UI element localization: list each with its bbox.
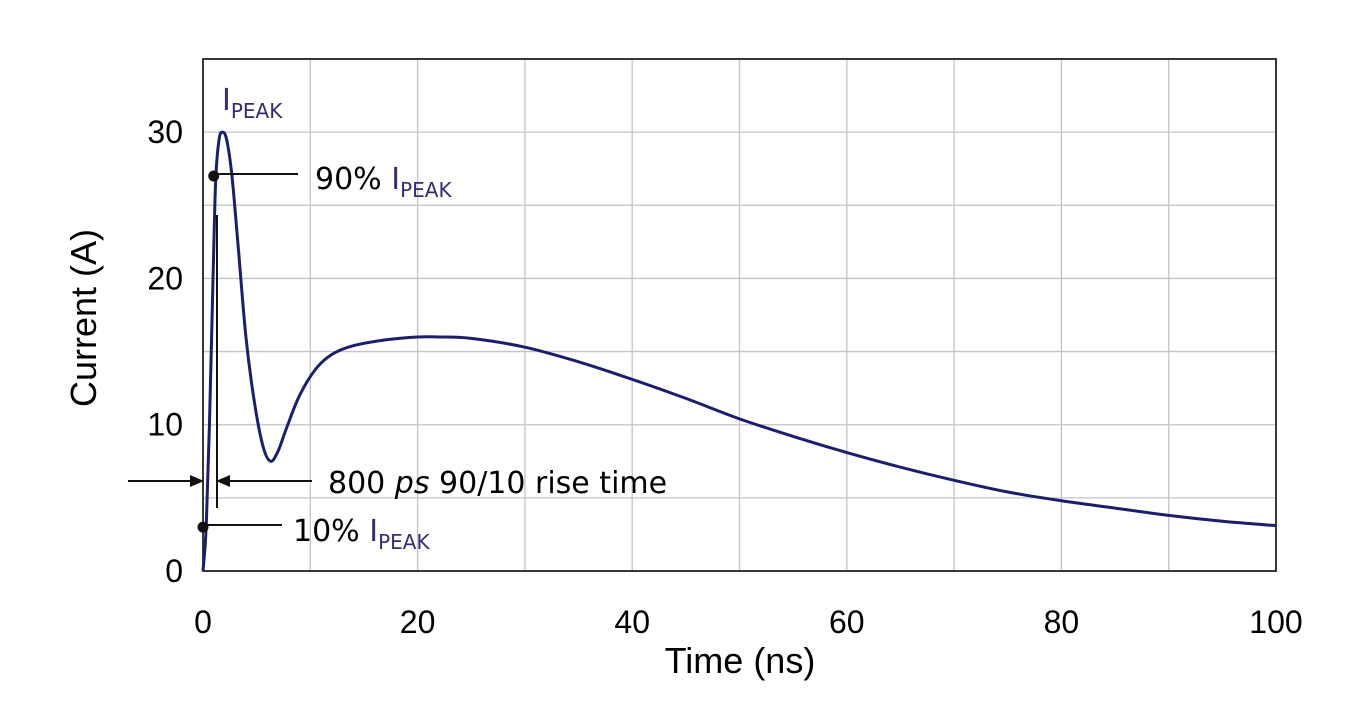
rise-time-rest: 90/10 rise time xyxy=(429,466,667,501)
ninety-percent-marker xyxy=(208,170,220,182)
plot-frame xyxy=(202,58,1277,572)
x-tick-label: 80 xyxy=(1044,604,1080,640)
ten-percent-main: I xyxy=(369,514,378,549)
rise-time-value: 800 xyxy=(328,466,395,501)
grid xyxy=(203,59,1276,571)
y-tick-label: 30 xyxy=(147,114,183,150)
rise-time-label: 800 ps 90/10 rise time xyxy=(328,466,667,501)
y-axis-title: Current (A) xyxy=(63,229,104,407)
ninety-percent-sub: PEAK xyxy=(400,178,452,202)
tick-labels: 0 20 40 60 80 100 0 10 20 30 xyxy=(147,114,1302,640)
x-axis-title: Time (ns) xyxy=(665,640,816,681)
x-tick-label: 100 xyxy=(1249,604,1302,640)
x-tick-label: 40 xyxy=(614,604,650,640)
ten-percent-prefix: 10% xyxy=(293,514,369,549)
ninety-percent-prefix: 90% xyxy=(315,162,391,197)
ten-percent-sub: PEAK xyxy=(378,530,430,554)
ten-percent-label: 10% IPEAK xyxy=(293,514,430,554)
peak-label-main: I xyxy=(222,83,231,118)
peak-label-sub: PEAK xyxy=(231,99,283,123)
series-line xyxy=(201,130,1277,572)
rise-arrowhead-right xyxy=(216,475,230,487)
x-tick-label: 60 xyxy=(829,604,865,640)
y-tick-label: 20 xyxy=(147,260,183,296)
rise-arrowhead-left xyxy=(190,475,204,487)
ninety-percent-main: I xyxy=(391,162,400,197)
x-tick-label: 20 xyxy=(400,604,436,640)
ten-percent-marker xyxy=(197,521,209,533)
markers xyxy=(197,170,220,533)
y-tick-label: 10 xyxy=(147,407,183,443)
ninety-percent-label: 90% IPEAK xyxy=(315,162,452,202)
rise-time-unit: ps xyxy=(394,466,430,501)
x-tick-label: 0 xyxy=(194,604,212,640)
y-tick-label: 0 xyxy=(165,553,183,589)
peak-label: IPEAK xyxy=(222,83,283,123)
